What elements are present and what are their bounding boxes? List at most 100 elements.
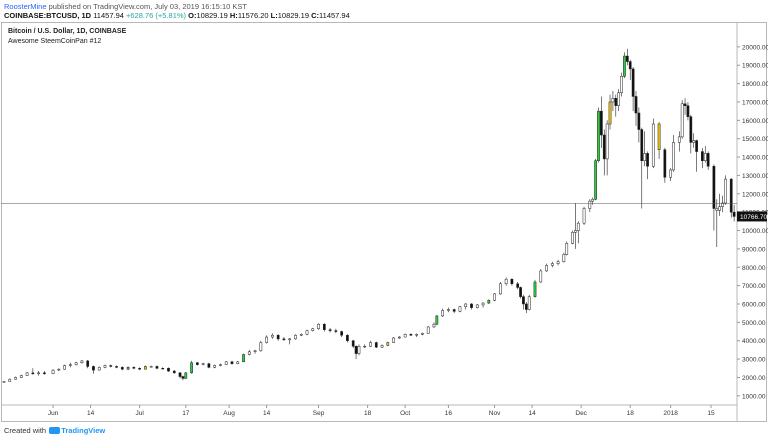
candle [97, 366, 101, 371]
candle [346, 334, 349, 343]
candle [657, 122, 661, 159]
candle-body [219, 364, 222, 366]
candle [600, 96, 603, 148]
candle-body [504, 278, 508, 285]
candle-body [69, 364, 72, 366]
candle-body [646, 153, 649, 167]
candle [672, 135, 675, 172]
candle-body [322, 323, 326, 330]
candle [276, 334, 280, 341]
candle [646, 151, 649, 180]
candle-body [435, 315, 439, 325]
candle [481, 302, 485, 308]
candle [63, 364, 66, 370]
candle-body [346, 334, 349, 341]
candle-body [550, 263, 554, 266]
candle [701, 147, 704, 169]
candle-body [628, 61, 632, 70]
candle-body [620, 76, 623, 94]
candle-body [680, 103, 684, 138]
candle [677, 131, 681, 152]
candle-body [458, 306, 462, 312]
candle [219, 363, 222, 367]
candle [533, 280, 537, 298]
candle-body [608, 101, 612, 125]
candle-body [493, 293, 496, 301]
candle [426, 326, 430, 334]
candle-body [623, 55, 626, 77]
candle-body [556, 261, 560, 264]
x-tick-label: Nov [489, 410, 501, 417]
x-tick-label: 18 [627, 410, 635, 417]
candle-body [617, 92, 621, 106]
y-tick-label: 5000.00 [742, 320, 766, 327]
author-link[interactable]: RoosterMine [4, 2, 47, 11]
candle [510, 278, 514, 286]
candle-body [2, 381, 6, 383]
candle-body [409, 334, 413, 336]
y-tick-label: 14000.00 [742, 155, 768, 162]
candle [574, 202, 577, 249]
candle-body [311, 328, 315, 331]
y-tick-label: 3000.00 [742, 357, 766, 364]
candle-body [415, 334, 419, 336]
candle-body [149, 366, 153, 368]
candle [392, 337, 395, 343]
candle-body [138, 368, 141, 370]
candle [31, 368, 35, 375]
candle [25, 371, 29, 376]
last-price: 11457.94 [93, 11, 124, 20]
y-tick-label: 4000.00 [742, 338, 766, 345]
candle-body [190, 362, 193, 374]
candle-body [299, 334, 303, 336]
candle [634, 90, 638, 126]
price-change: +628.76 (+5.81%) [126, 11, 187, 20]
candle [715, 199, 719, 248]
candle-body [369, 342, 372, 347]
candle [669, 168, 672, 181]
candle-body [452, 309, 456, 312]
candle [242, 353, 245, 363]
candle-body [625, 55, 629, 62]
candle [594, 158, 597, 201]
x-tick-label: 16 [445, 410, 453, 417]
candle-body [63, 365, 66, 370]
candle [161, 367, 165, 370]
candle-body [522, 296, 525, 305]
candle-body [259, 342, 263, 352]
x-tick-label: Oct [400, 410, 410, 417]
x-tick-label: 2018 [663, 410, 678, 417]
candle [447, 307, 450, 313]
candle-body [712, 166, 716, 209]
y-tick-label: 15000.00 [742, 136, 768, 143]
candle [576, 221, 580, 244]
high-value: 11576.20 [237, 11, 269, 20]
candle [138, 367, 141, 371]
candle [524, 302, 528, 314]
candle-body [354, 345, 358, 354]
candle [103, 364, 107, 369]
low-value: 10829.19 [277, 11, 310, 20]
candle [712, 164, 716, 231]
candle-body [637, 112, 641, 130]
candle-body [74, 362, 78, 365]
candle [253, 349, 257, 354]
candle-body [533, 281, 537, 297]
candle-body [718, 206, 722, 211]
candle [487, 299, 491, 304]
candle [167, 367, 170, 372]
y-tick-label: 18000.00 [742, 81, 768, 88]
candle [230, 360, 234, 365]
x-tick-label: 15 [707, 410, 715, 417]
candle [190, 360, 193, 374]
candle-body [663, 149, 667, 178]
candle [718, 193, 722, 216]
candle [588, 199, 592, 213]
footer-brand[interactable]: TradingView [61, 426, 106, 435]
candle-body [421, 333, 424, 335]
candle [571, 230, 574, 245]
candle-body [441, 310, 444, 317]
candle-body [686, 105, 690, 117]
candle-body [605, 123, 609, 160]
